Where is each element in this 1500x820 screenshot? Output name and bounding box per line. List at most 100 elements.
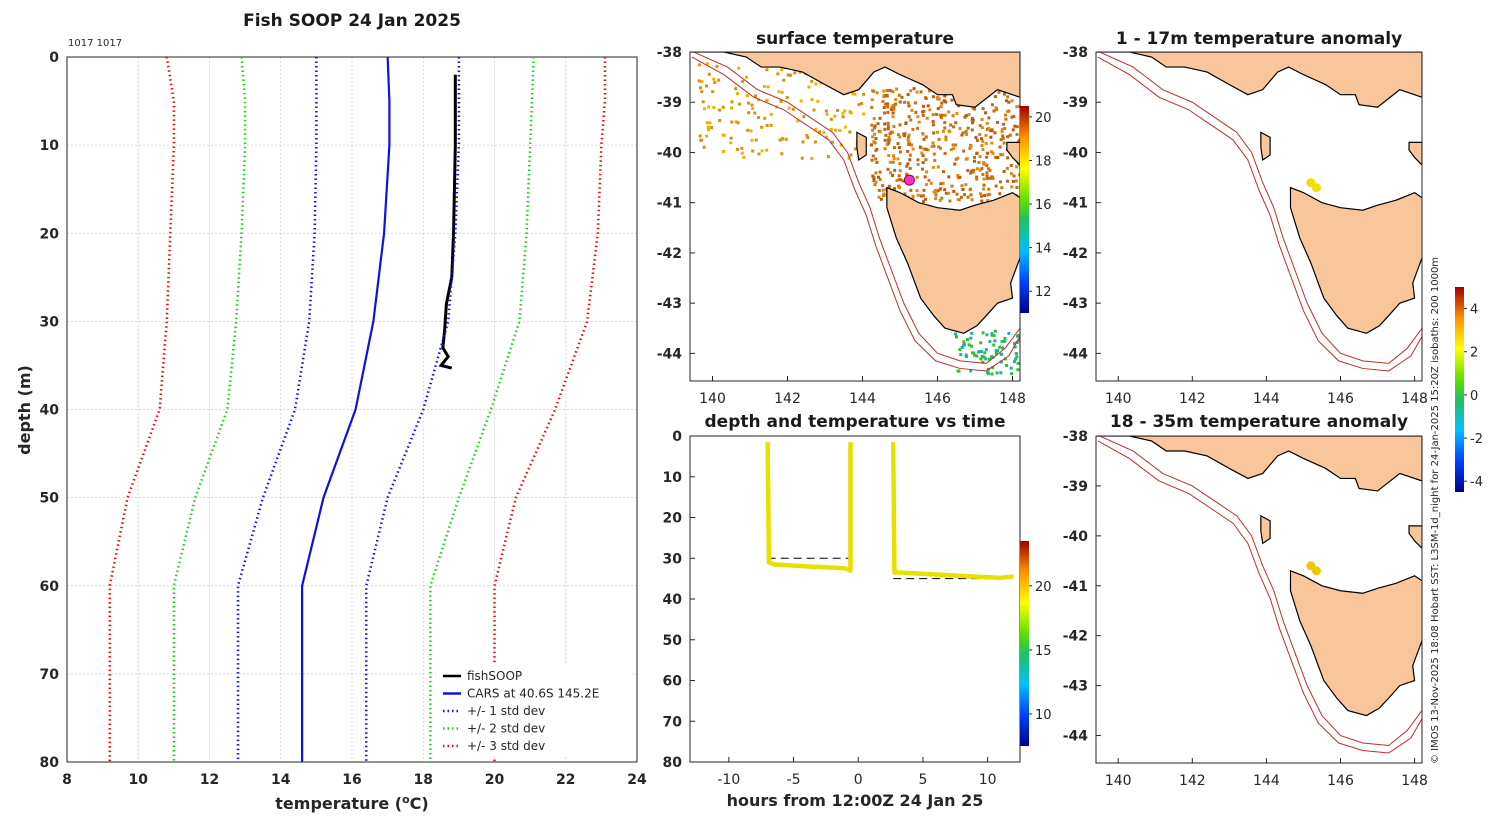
sst-pixel	[1011, 128, 1015, 132]
sst-pixel	[903, 100, 907, 104]
sst-pixel	[1013, 345, 1017, 349]
y-tick-label: 20	[40, 226, 60, 242]
sst-pixel	[875, 91, 879, 95]
time-colorbar-ticks: 10 15 20	[1029, 580, 1052, 723]
y-tick-label: 70	[40, 667, 60, 683]
time-series	[765, 442, 1014, 581]
sst-pixel	[897, 93, 901, 97]
sst-pixel	[822, 131, 826, 135]
sst-pixel	[936, 189, 940, 193]
y-tick-label: 10	[40, 138, 60, 154]
sst-pixel	[826, 155, 830, 159]
sst-pixel	[975, 167, 979, 171]
sst-pixel	[872, 117, 876, 121]
sst-pixel	[992, 333, 996, 337]
sst-pixel	[909, 118, 913, 122]
sst-pixel	[943, 121, 947, 125]
sst-pixel	[829, 127, 833, 131]
mainland-landmass	[1096, 436, 1422, 492]
sst-pixel	[949, 123, 953, 127]
sst-pixel	[980, 167, 984, 171]
isobath-line	[1099, 436, 1422, 747]
sst-pixel	[872, 126, 876, 130]
sst-pixel	[962, 343, 966, 347]
sst-pixel	[911, 147, 915, 151]
sst-pixel	[862, 112, 866, 116]
sst-pixel	[922, 137, 926, 141]
anomaly-bottom-land	[1096, 436, 1422, 717]
sst-pixel	[1005, 166, 1009, 170]
x-tick-label: 18	[414, 772, 433, 788]
sst-pixel	[841, 111, 845, 115]
sst-pixel	[912, 87, 916, 91]
sst-pixel	[907, 133, 911, 137]
king-island	[1260, 514, 1271, 545]
sst-pixel	[975, 175, 979, 179]
sst-pixel	[906, 162, 910, 166]
sst-pixel	[970, 198, 974, 202]
sst-pixel	[903, 192, 907, 196]
sst-pixel	[983, 351, 987, 355]
sst-pixel	[990, 372, 994, 376]
x-tick-label: 10	[979, 772, 997, 788]
sst-pixel	[878, 170, 882, 174]
side-note: © IMOS 13-Nov-2025 18:08 Hobart SST: L3S…	[1430, 257, 1441, 764]
anomaly-bottom-title: 18 - 35m temperature anomaly	[1110, 412, 1408, 432]
y-tick-label: -38	[657, 45, 682, 61]
sst-pixel	[1002, 122, 1006, 126]
sst-pixel	[736, 121, 740, 125]
sst-pixel	[944, 138, 948, 142]
colorbar-tick-label: 4	[1470, 303, 1478, 318]
sst-isobaths	[691, 52, 1020, 372]
sst-pixel	[780, 90, 784, 94]
sst-pixel	[994, 184, 998, 188]
sst-pixel	[721, 133, 725, 137]
sst-pixel	[1014, 179, 1018, 183]
x-tick-label: 140	[1105, 391, 1132, 407]
sst-pixel	[806, 136, 810, 140]
sst-pixel	[896, 133, 900, 137]
isobath-line	[1099, 52, 1422, 364]
sst-pixel	[776, 72, 780, 76]
sst-pixel	[989, 150, 993, 154]
sst-pixel	[886, 110, 890, 114]
isobath-line	[693, 52, 1020, 364]
sst-pixel	[730, 120, 734, 124]
profile-title: Fish SOOP 24 Jan 2025	[243, 11, 461, 31]
sst-pixel	[887, 154, 891, 158]
y-tick-label: -44	[657, 346, 683, 362]
sst-pixel	[734, 120, 738, 124]
sst-pixel	[892, 125, 896, 129]
sst-pixel	[1017, 138, 1020, 142]
anomaly-colorbar-ticks: -4 -2 0 2 4	[1464, 303, 1483, 490]
sst-pixel	[1001, 346, 1005, 350]
sst-pixel	[971, 118, 975, 122]
sst-pixel	[975, 138, 979, 142]
sst-pixel	[973, 107, 977, 111]
sst-pixel	[872, 89, 876, 93]
x-tick-label: 148	[999, 391, 1026, 407]
sst-pixel	[708, 121, 712, 125]
sst-pixel	[956, 198, 960, 202]
sst-pixel	[979, 137, 983, 141]
y-tick-label: -42	[657, 246, 682, 262]
y-tick-label: -41	[1063, 196, 1088, 212]
sst-pixel	[860, 102, 864, 106]
sst-pixel	[887, 141, 891, 145]
sst-pixel	[872, 140, 876, 144]
sst-pixel	[955, 112, 959, 116]
sst-pixel	[954, 121, 958, 125]
y-tick-label: -43	[1063, 679, 1088, 695]
sst-pixel	[920, 151, 924, 155]
sst-pixel	[707, 105, 711, 109]
sst-pixel	[875, 147, 879, 151]
sst-pixel	[891, 90, 895, 94]
sst-pixel	[966, 169, 970, 173]
sst-pixel	[926, 104, 930, 108]
sst-title: surface temperature	[756, 29, 954, 49]
sst-pixel	[722, 150, 726, 154]
sst-pixel	[843, 109, 847, 113]
sst-pixel	[967, 112, 971, 116]
sst-pixel	[940, 113, 944, 117]
